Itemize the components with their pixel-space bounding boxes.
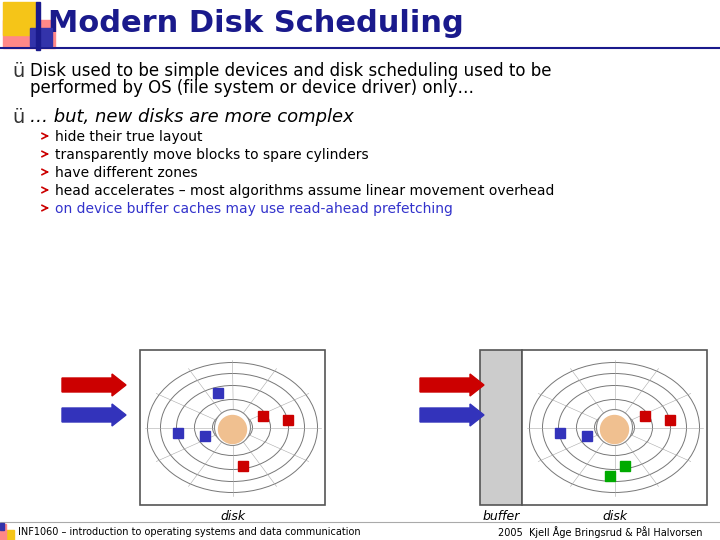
Text: on device buffer caches may use read-ahead prefetching: on device buffer caches may use read-ahe… <box>55 202 453 216</box>
Text: transparently move blocks to spare cylinders: transparently move blocks to spare cylin… <box>55 148 369 162</box>
Bar <box>282 415 292 424</box>
Bar <box>212 388 222 397</box>
FancyArrow shape <box>62 374 126 396</box>
Bar <box>0 523 4 530</box>
Text: Modern Disk Scheduling: Modern Disk Scheduling <box>48 9 464 38</box>
Text: ü: ü <box>12 62 24 81</box>
FancyArrow shape <box>420 404 484 426</box>
Bar <box>582 430 592 441</box>
Text: have different zones: have different zones <box>55 166 197 180</box>
FancyArrow shape <box>62 404 126 426</box>
Bar <box>639 410 649 421</box>
Bar <box>173 428 182 437</box>
Bar <box>665 415 675 424</box>
Text: ü: ü <box>12 108 24 127</box>
Bar <box>0 530 14 540</box>
Bar <box>480 350 522 505</box>
Bar <box>3 2 36 35</box>
Bar <box>258 410 268 421</box>
Text: buffer: buffer <box>482 510 520 523</box>
Circle shape <box>215 409 251 445</box>
Text: disk: disk <box>220 510 245 523</box>
Text: INF1060 – introduction to operating systems and data communication: INF1060 – introduction to operating syst… <box>18 527 361 537</box>
Text: Disk used to be simple devices and disk scheduling used to be: Disk used to be simple devices and disk … <box>30 62 552 80</box>
Circle shape <box>596 409 632 445</box>
Bar <box>199 430 210 441</box>
Bar <box>0 524 6 540</box>
Bar <box>238 461 248 470</box>
Circle shape <box>218 415 246 443</box>
Bar <box>605 470 614 481</box>
Text: disk: disk <box>602 510 627 523</box>
Bar <box>36 2 40 50</box>
Text: hide their true layout: hide their true layout <box>55 130 202 144</box>
FancyArrow shape <box>420 374 484 396</box>
Bar <box>619 461 629 470</box>
Bar <box>140 350 325 505</box>
Text: … but, new disks are more complex: … but, new disks are more complex <box>30 108 354 126</box>
Circle shape <box>600 415 629 443</box>
Text: 2005  Kjell Åge Bringsrud & Pål Halvorsen: 2005 Kjell Åge Bringsrud & Pål Halvorsen <box>498 526 702 538</box>
Text: head accelerates – most algorithms assume linear movement overhead: head accelerates – most algorithms assum… <box>55 184 554 198</box>
Text: performed by OS (file system or device driver) only…: performed by OS (file system or device d… <box>30 79 474 97</box>
Bar <box>30 28 52 46</box>
Bar <box>554 428 564 437</box>
Bar <box>3 20 55 48</box>
Bar <box>522 350 707 505</box>
